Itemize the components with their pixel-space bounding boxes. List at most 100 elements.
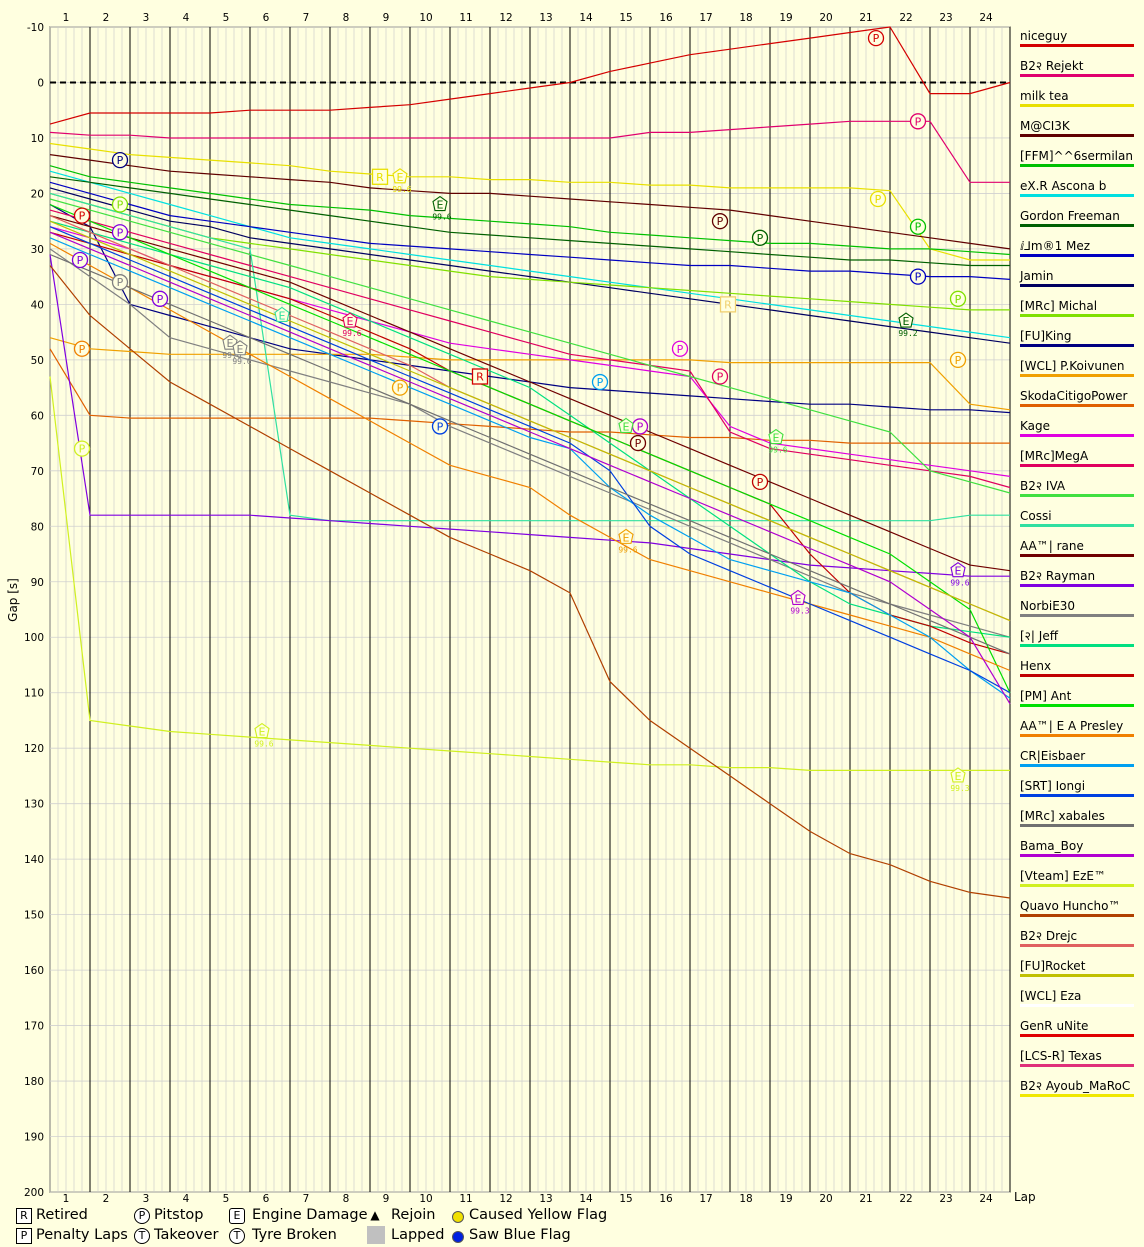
- y-tick-label: 70: [31, 466, 44, 478]
- marker-E: E99.6: [950, 561, 970, 588]
- grid-layer: [49, 26, 1011, 1193]
- legend-item-label: [MRc]MegA: [1020, 449, 1089, 463]
- series-line: [49, 181, 1011, 280]
- y-tick-label: -10: [27, 22, 44, 34]
- series-layer: [49, 26, 1011, 899]
- marker-P: P: [909, 268, 927, 285]
- pitstop-marker: [629, 434, 647, 452]
- x-tick-label-top: 17: [699, 12, 712, 24]
- marker-letter: E: [237, 343, 244, 356]
- legend-swatch: [1020, 584, 1134, 587]
- legend-swatch: [1020, 464, 1134, 467]
- retired-marker: [719, 296, 737, 313]
- engine-marker: [950, 767, 966, 783]
- legend-swatch: [1020, 1034, 1134, 1037]
- legend-swatch: [1020, 1094, 1134, 1097]
- legend-swatch: [1020, 1004, 1134, 1007]
- marker-letter: P: [955, 354, 962, 367]
- y-tick-label: 40: [31, 299, 44, 311]
- y-tick-label: 150: [24, 910, 44, 922]
- series-line: [49, 198, 1011, 494]
- pitstop-marker: [73, 207, 91, 224]
- engine-damage-icon: E: [229, 1208, 245, 1224]
- legend-swatch: [1020, 884, 1134, 887]
- pitstop-marker: [71, 251, 89, 269]
- marker-letter: P: [77, 254, 84, 267]
- x-tick-label-bottom: 13: [539, 1193, 552, 1205]
- series-line: [49, 192, 1010, 522]
- x-tick-label-bottom: 2: [103, 1193, 110, 1205]
- series-line: [49, 187, 1011, 344]
- marker-letter: P: [873, 32, 880, 45]
- series-line: [49, 170, 1011, 339]
- marker-letter: R: [476, 371, 484, 384]
- marker-letter: P: [117, 226, 124, 239]
- x-tick-label-bottom: 6: [263, 1193, 270, 1205]
- marker-letter: R: [724, 298, 732, 311]
- series-line: [49, 237, 1011, 699]
- legend-item-label: Bama_Boy: [1020, 839, 1084, 853]
- legend-item: B2२ Drejc: [1016, 927, 1140, 957]
- x-tick-label-bottom: 15: [619, 1193, 632, 1205]
- legend-item: CR|Eisbaer: [1016, 747, 1140, 777]
- pitstop-marker: [391, 379, 409, 396]
- legend-item-label: [FU]King: [1020, 329, 1072, 343]
- legend-swatch: [1020, 134, 1134, 137]
- key-rejoin-label: Rejoin: [391, 1207, 436, 1223]
- x-tick-label-bottom: 16: [659, 1193, 673, 1205]
- axis-layer: 1122334455667788991010111112121313141415…: [6, 12, 1036, 1205]
- y-tick-label: 180: [24, 1076, 44, 1088]
- marker-letter: P: [875, 193, 882, 206]
- legend-swatch: [1020, 404, 1134, 407]
- legend-item: Henx: [1016, 657, 1140, 687]
- engine-marker: [342, 312, 358, 328]
- marker-letter: E: [955, 770, 962, 783]
- legend-item: Jamin: [1016, 267, 1140, 297]
- marker-R: R: [371, 168, 389, 185]
- x-tick-label-bottom: 1: [63, 1193, 70, 1205]
- x-tick-label-bottom: 10: [419, 1193, 432, 1205]
- y-tick-label: 200: [24, 1187, 44, 1199]
- legend-item: [Vteam] EzE™: [1016, 867, 1140, 897]
- marker-letter: P: [79, 210, 86, 223]
- rejoin-icon: ▲: [370, 1208, 380, 1222]
- marker-letter: E: [903, 315, 910, 328]
- y-tick-label: 190: [24, 1132, 44, 1144]
- legend-item-label: [FU]Rocket: [1020, 959, 1086, 973]
- legend-item-label: niceguy: [1020, 29, 1068, 43]
- marker-P: P: [111, 151, 129, 169]
- y-tick-label: 80: [31, 521, 44, 533]
- marker-P: P: [151, 290, 169, 307]
- marker-letter: P: [597, 376, 604, 389]
- marker-value-label: 99.6: [232, 357, 251, 366]
- marker-R: R: [719, 296, 737, 313]
- legend-item-label: Henx: [1020, 659, 1052, 673]
- legend-item: [WCL] Eza: [1016, 987, 1140, 1017]
- series-line: [49, 120, 1010, 183]
- retired-marker: [371, 168, 389, 185]
- legend-swatch: [1020, 734, 1134, 737]
- legend-item-label: B2२ Rejekt: [1020, 59, 1084, 73]
- pitstop-marker: [867, 29, 885, 47]
- x-tick-label-top: 14: [579, 12, 593, 24]
- marker-P: P: [671, 340, 689, 357]
- x-tick-label-top: 21: [859, 12, 872, 24]
- x-tick-label-bottom: 7: [303, 1193, 310, 1205]
- marker-value-label: 99.6: [254, 740, 273, 749]
- y-tick-label: 100: [24, 632, 44, 644]
- pitstop-marker: [671, 340, 689, 357]
- y-tick-label: 170: [24, 1021, 44, 1033]
- legend-item-label: ⅈ⅃m®1 Mez: [1020, 239, 1091, 253]
- marker-P: P: [431, 418, 449, 435]
- x-tick-label-bottom: 21: [859, 1193, 872, 1205]
- marker-E: E99.6: [254, 722, 274, 749]
- y-axis-title: Gap [s]: [6, 578, 20, 622]
- engine-marker: [274, 306, 290, 323]
- marker-P: P: [73, 340, 91, 357]
- y-tick-label: 140: [24, 854, 44, 866]
- engine-marker: [392, 168, 408, 184]
- pitstop-marker: [111, 151, 129, 169]
- key-tyre-label: Tyre Broken: [252, 1227, 337, 1243]
- legend-swatch: [1020, 974, 1134, 977]
- x-tick-label-top: 4: [183, 12, 190, 24]
